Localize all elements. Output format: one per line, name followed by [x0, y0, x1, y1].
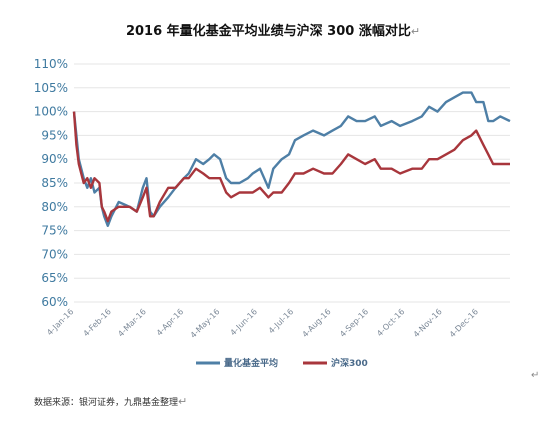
x-tick-label: 4-Mar-16 — [116, 307, 148, 339]
x-tick-label: 4-May-16 — [189, 307, 222, 340]
x-tick-label: 4-Jul-16 — [267, 307, 295, 335]
x-tick-label: 4-Oct-16 — [375, 307, 406, 338]
y-tick-label: 65% — [41, 271, 68, 285]
title-paragraph-mark: ↵ — [410, 25, 421, 38]
chart-title-text: 2016 年量化基金平均业绩与沪深 300 涨幅对比 — [125, 24, 411, 39]
x-tick-label: 4-Dec-16 — [448, 307, 480, 339]
legend-label: 沪深300 — [331, 357, 368, 369]
y-tick-label: 90% — [41, 152, 68, 166]
y-tick-label: 110% — [34, 57, 68, 71]
y-axis-ticks: 60% 65% 70% 75% 80% 85% 90% 95% 100% 105% 110% — [34, 57, 68, 309]
grid-lines — [74, 63, 510, 303]
y-tick-label: 95% — [41, 128, 68, 142]
x-tick-label: 4-Sep-16 — [338, 307, 370, 339]
y-tick-label: 85% — [41, 176, 68, 190]
source-paragraph-mark: ↵ — [178, 395, 188, 408]
x-axis-ticks: 4-Jan-16 4-Feb-16 4-Mar-16 4-Apr-16 4-May-16… — [45, 307, 480, 340]
edge-paragraph-mark: ↵ — [531, 370, 540, 381]
y-tick-label: 70% — [41, 247, 68, 261]
legend: 量化基金平均 沪深300 — [196, 357, 368, 369]
source-note-text: 数据来源：银河证券，九鼎基金整理 — [34, 398, 179, 408]
x-tick-label: 4-Jun-16 — [229, 307, 259, 337]
y-tick-label: 60% — [41, 295, 68, 309]
series-line-quant-fund — [72, 91, 511, 227]
x-tick-label: 4-Jan-16 — [45, 307, 75, 337]
series-line-csi300 — [72, 111, 510, 223]
chart-title: 2016 年量化基金平均业绩与沪深 300 涨幅对比↵ — [0, 20, 546, 39]
y-tick-label: 75% — [41, 224, 68, 238]
series-lines — [72, 91, 511, 227]
x-tick-label: 4-Aug-16 — [300, 307, 332, 339]
x-tick-label: 4-Feb-16 — [82, 307, 113, 338]
legend-label: 量化基金平均 — [224, 357, 278, 369]
y-tick-label: 105% — [34, 81, 68, 95]
source-note: 数据来源：银河证券，九鼎基金整理↵ — [34, 395, 187, 408]
x-tick-label: 4-Apr-16 — [155, 307, 186, 338]
y-tick-label: 100% — [34, 105, 68, 119]
y-tick-label: 80% — [41, 200, 68, 214]
x-tick-label: 4-Nov-16 — [412, 307, 444, 339]
